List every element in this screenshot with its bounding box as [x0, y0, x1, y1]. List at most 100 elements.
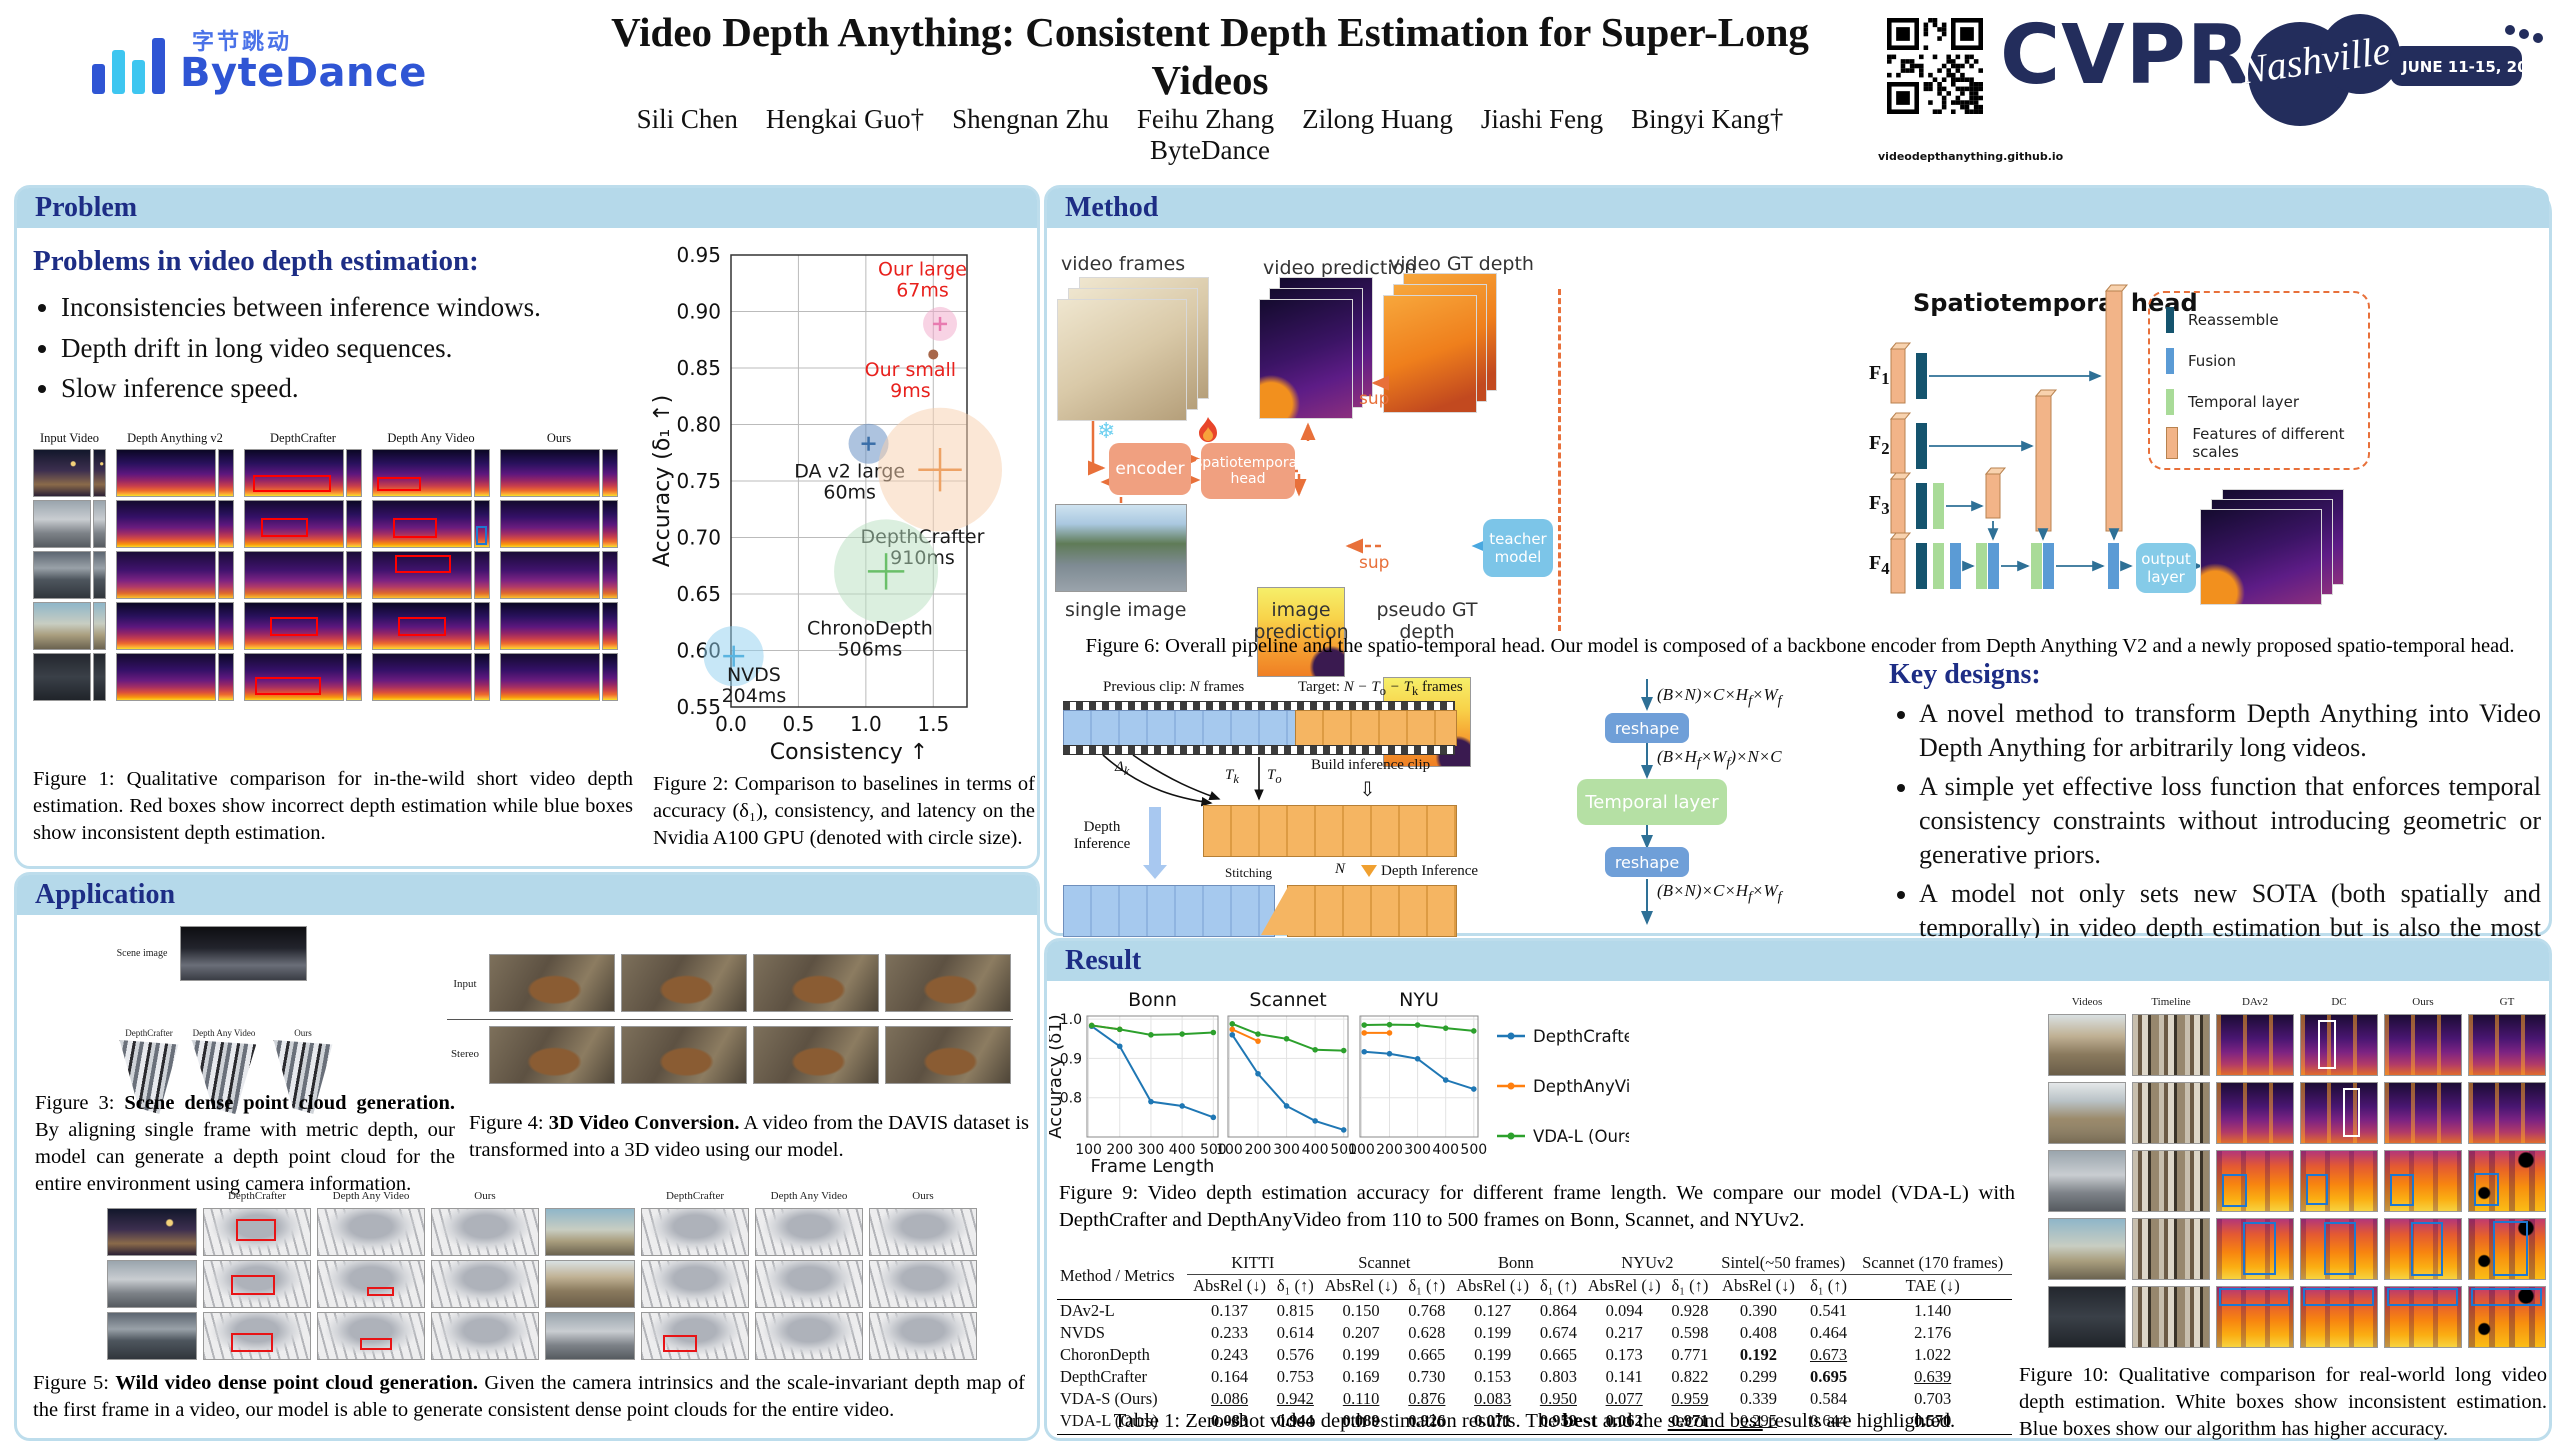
problem-panel: Problem Problems in video depth estimati… [14, 185, 1040, 869]
annotation-box [254, 677, 322, 696]
data-point [1312, 1046, 1318, 1053]
metric-value-cell: 0.390 [1739, 1301, 1778, 1320]
metric-value-cell: 0.094 [1605, 1301, 1643, 1320]
key-design-bullet: A model not only sets new SOTA (both spa… [1919, 877, 2541, 980]
fig1-cell [33, 653, 106, 701]
metric-value-cell: 0.665 [1408, 1345, 1446, 1364]
scene-image-label: Scene image [116, 948, 168, 959]
qr-module [1978, 86, 1983, 92]
fig10-row [2048, 1150, 2546, 1212]
metric-value-cell: 0.928 [1671, 1301, 1709, 1320]
metric-value-cell: 0.141 [1605, 1367, 1643, 1386]
table-row: ChoronDepth 0.243 0.576 0.199 0.665 0.199 0.66… [1057, 1344, 2012, 1366]
affiliation: ByteDance [1150, 135, 1270, 165]
y-tick-label: 0.75 [676, 469, 721, 493]
legend-marker [1507, 1032, 1515, 1040]
subplot-title: Scannet [1249, 990, 1326, 1011]
qr-module [1932, 54, 1938, 60]
qr-module [1937, 27, 1942, 32]
feature-label: F3 [1869, 492, 1890, 518]
annotation-box [2342, 1087, 2360, 1137]
table-row: DepthCrafter 0.164 0.753 0.169 0.730 0.153 0.8… [1057, 1366, 2012, 1388]
fig1-cell [116, 602, 234, 650]
fig3-column-label: Ours [294, 1028, 312, 1038]
depth-map-thumb [500, 602, 600, 650]
fig1-cell [116, 449, 234, 497]
bear-frame-thumb [621, 954, 747, 1012]
method-name-cell: VDA-S (Ours) [1060, 1389, 1158, 1408]
video-frame-thumb [2048, 1014, 2126, 1076]
sup-label: sup [1359, 553, 1390, 573]
fig1-cell [372, 500, 490, 548]
qr-module [1919, 54, 1924, 60]
qr-module [1941, 27, 1947, 32]
prev-clip-label: Previous clip: N frames [1103, 679, 1245, 695]
data-point [1361, 1022, 1368, 1028]
qr-module [1955, 63, 1961, 69]
metric-value-cell: 0.339 [1739, 1389, 1778, 1408]
depth-map-thumb [372, 602, 472, 650]
legend-label: VDA-L (Ours) [1533, 1127, 1629, 1146]
fig1-cell [372, 602, 490, 650]
table-body: DAv2-L 0.137 0.815 0.150 0.768 0.127 0.864 0.09… [1057, 1300, 2012, 1435]
metric-value-cell: 0.083 [1474, 1389, 1512, 1408]
feature-bar [1890, 478, 1906, 534]
feature-label: F1 [1869, 362, 1890, 388]
key-designs-list: A novel method to transform Depth Anythi… [1919, 697, 2541, 980]
profile-strip-thumb [602, 602, 618, 650]
fig1-row [33, 551, 645, 599]
depth-map-thumb [244, 653, 344, 701]
depth-map-thumb [2216, 1014, 2294, 1076]
result-section-header: Result [1047, 941, 2549, 981]
video-frame-thumb [107, 1208, 197, 1256]
figure4-caption: Figure 4: 3D Video Conversion. A video f… [469, 1110, 1029, 1164]
data-point [1229, 1026, 1236, 1033]
point-cloud-thumb [317, 1312, 425, 1360]
metric-value-cell: 0.864 [1539, 1301, 1577, 1320]
timeline-thumb [2132, 1150, 2210, 1212]
point-label: NVDS [727, 664, 781, 686]
annotation-box [260, 517, 308, 537]
logo-bar-icon [92, 64, 105, 94]
profile-strip-thumb [474, 551, 490, 599]
feature-label: F4 [1869, 552, 1890, 578]
legend-label: Fusion [2188, 352, 2236, 370]
author-name: Zilong Huang [1302, 104, 1453, 134]
fig10-column-header: Timeline [2151, 996, 2191, 1008]
figure1-caption: Figure 1: Qualitative comparison for in-… [33, 768, 633, 845]
timeline-thumb [2132, 1286, 2210, 1348]
depth-map-thumb [2300, 1218, 2378, 1280]
metric-value-cell: 0.199 [1474, 1323, 1512, 1342]
point-label: 60ms [823, 482, 876, 504]
figure5-column-headers: DepthCrafter Depth Any Video Ours DepthCraf… [107, 1190, 977, 1206]
qr-module [1969, 77, 1974, 82]
video-frames-stack [1057, 277, 1209, 421]
plot-frame [1086, 1015, 1219, 1138]
dataset-group-header: Scannet [1318, 1252, 1451, 1275]
video-frame-thumb [545, 1208, 635, 1256]
qr-caption: videodepthanything.github.io [1878, 150, 2064, 163]
qr-module [1978, 104, 1983, 110]
fig4-divider [447, 1019, 1013, 1020]
qr-module [1969, 63, 1974, 69]
fig1-column-header: DepthCrafter [270, 431, 336, 445]
metric-value-cell: 0.576 [1276, 1345, 1314, 1364]
annotation-box [2305, 1173, 2329, 1205]
metric-value-cell: 0.164 [1210, 1367, 1249, 1386]
metric-value-cell: 0.192 [1739, 1345, 1778, 1364]
qr-module [1955, 95, 1961, 101]
x-axis-label: Frame Length [1091, 1156, 1215, 1177]
fig1-cell [244, 653, 362, 701]
fig4-input-label: Input [453, 978, 477, 990]
bear-frame-thumb [489, 1026, 615, 1084]
target-clip-label: Target: N − To − Tk frames [1298, 679, 1463, 698]
fig8-dim-c: (B×N)×C×Hf×Wf [1657, 881, 1782, 905]
video-prediction-stack [1259, 277, 1373, 419]
caption-text: Given the camera intrinsics and the scal… [33, 1372, 1025, 1422]
annotation-box [2389, 1173, 2414, 1207]
metric-value-cell: 0.295 [1713, 1410, 1804, 1435]
table-metric-row: AbsRel (↓) δ₁ (↑) AbsRel (↓) δ₁ (↑) AbsRel (… [1057, 1274, 2012, 1300]
timeline-thumb [2132, 1082, 2210, 1144]
image-prediction [1257, 587, 1345, 677]
